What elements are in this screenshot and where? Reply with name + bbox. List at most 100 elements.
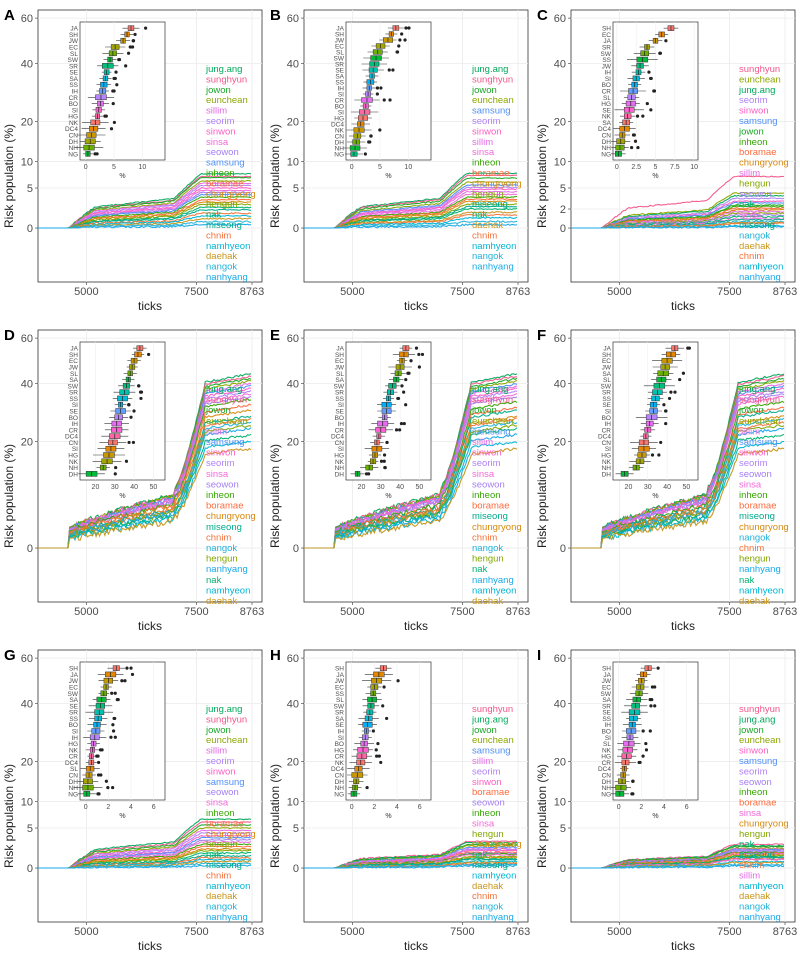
inset-category-label: SI: [72, 107, 78, 114]
inset-outlier: [115, 83, 119, 87]
legend-entry: nak: [472, 210, 488, 221]
legend-entry: nangok: [206, 262, 237, 273]
legend-entry: eunchean: [206, 416, 248, 427]
inset-outlier: [111, 89, 115, 93]
legend-entry: sunghyun: [739, 395, 780, 406]
inset-category-label: SS: [335, 396, 344, 403]
inset-category-label: DH: [335, 779, 345, 786]
legend-entry: eunchean: [739, 416, 781, 427]
inset-category-label: NG: [334, 791, 344, 798]
inset-outlier: [681, 371, 686, 375]
inset-x-label: %: [119, 493, 125, 500]
inset-category-label: JA: [70, 26, 78, 33]
legend-entry: chungryong: [206, 511, 256, 522]
inset-category-label: CR: [335, 754, 345, 761]
series-line-daehak: [571, 447, 785, 549]
legend-entry: jowon: [205, 405, 231, 416]
legend-entry: sillim: [739, 870, 760, 881]
inset-outlier: [376, 741, 380, 746]
inset-category-label: SA: [602, 371, 611, 378]
inset-x-tick-label: 0: [617, 804, 621, 811]
legend-entry: nak: [472, 850, 488, 861]
inset-category-label: SL: [70, 371, 78, 378]
legend-entry: jowon: [471, 85, 497, 96]
inset-outlier: [414, 346, 419, 350]
inset-category-label: JA: [336, 26, 344, 33]
legend-entry: seorim: [739, 95, 768, 106]
x-tick-label: 5000: [340, 286, 364, 298]
inset-x-tick-label: 10: [138, 164, 146, 171]
inset-outlier: [113, 735, 117, 739]
x-tick-label: 8763: [773, 286, 797, 298]
inset-outlier: [382, 685, 386, 689]
inset-category-label: SA: [602, 697, 611, 704]
inset-x-tick-label: 4: [129, 804, 133, 811]
inset-category-label: DH: [602, 779, 612, 786]
inset-category-label: SR: [335, 710, 344, 717]
legend-entry: namhyeon: [206, 241, 250, 252]
legend-entry: seorim: [472, 766, 501, 777]
legend-entry: sunghyun: [739, 704, 780, 715]
inset-category-label: SS: [602, 396, 611, 403]
legend-entry: boramae: [739, 798, 777, 809]
inset-outlier: [93, 152, 97, 156]
legend-entry: sinwon: [206, 448, 236, 459]
inset-outlier: [664, 421, 668, 426]
inset-category-label: IH: [605, 70, 612, 77]
inset-outlier: [97, 760, 101, 765]
x-axis-label: ticks: [404, 299, 428, 313]
inset-category-label: JW: [69, 38, 79, 45]
inset-category-label: CR: [69, 754, 79, 761]
y-tick-label: 5: [293, 823, 299, 835]
inset-outlier: [381, 704, 385, 708]
inset-outlier: [378, 128, 382, 132]
inset-category-label: EC: [602, 685, 611, 692]
inset-category-label: CN: [602, 773, 612, 780]
y-axis-label: Risk population (%): [268, 124, 282, 228]
inset-category-label: SH: [69, 352, 78, 359]
inset-category-label: IH: [72, 421, 79, 428]
inset-outlier: [391, 68, 395, 72]
legend-entry: sunghyun: [472, 74, 513, 85]
legend-entry: eunchean: [206, 735, 248, 746]
inset-category-label: SI: [72, 402, 78, 409]
y-tick-label: 5: [27, 823, 33, 835]
y-axis-label: Risk population (%): [268, 444, 282, 548]
inset-category-label: DH: [335, 140, 345, 147]
series-line-nanhyang: [304, 223, 518, 229]
inset-category-label: SS: [69, 396, 78, 403]
inset-outlier: [124, 459, 129, 463]
legend-entry: nanhyang: [739, 564, 781, 575]
y-tick-label: 40: [554, 698, 566, 710]
y-tick-label: 20: [21, 117, 33, 129]
y-tick-label: 40: [554, 58, 566, 70]
legend-entry: sinwon: [206, 766, 236, 777]
inset-category-label: BO: [69, 101, 78, 108]
y-tick-label: 0: [27, 223, 33, 235]
legend-entry: sinsa: [206, 137, 229, 148]
inset-outlier: [631, 792, 635, 796]
inset-outlier: [644, 748, 649, 752]
inset-category-label: NH: [602, 785, 612, 792]
inset-category-label: DC4: [598, 126, 611, 133]
legend-entry: sunghyun: [206, 714, 247, 725]
legend-entry: namhyeon: [739, 585, 783, 596]
inset-x-tick-label: 0: [84, 804, 88, 811]
legend-entry: nangok: [739, 230, 770, 241]
inset-category-label: SL: [70, 766, 78, 773]
inset-outlier: [417, 352, 421, 357]
inset-category-label: DH: [69, 139, 79, 146]
legend-entry: boramae: [206, 501, 244, 512]
inset-outlier: [125, 666, 129, 670]
x-tick-label: 5000: [340, 606, 364, 618]
inset-category-label: SL: [336, 697, 344, 704]
legend-entry: jowon: [471, 725, 497, 736]
inset-outlier: [371, 729, 375, 733]
inset-category-label: SE: [69, 70, 78, 77]
inset-outlier: [667, 396, 672, 401]
y-tick-label: 60: [21, 13, 33, 25]
inset-outlier: [120, 679, 124, 683]
inset-outlier: [106, 785, 110, 790]
inset-category-label: SR: [602, 45, 611, 52]
